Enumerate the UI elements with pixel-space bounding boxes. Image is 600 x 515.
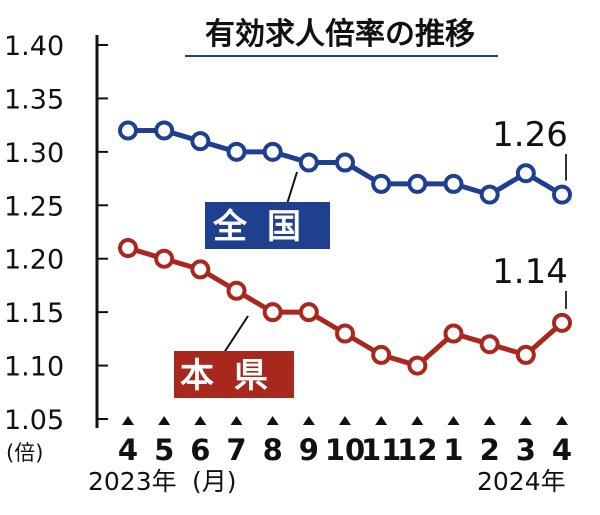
x-tick-mark bbox=[556, 416, 568, 425]
data-point bbox=[226, 280, 247, 301]
x-tick-marks bbox=[122, 416, 568, 425]
x-tick-mark bbox=[483, 416, 496, 425]
x-tick-label: 2 bbox=[480, 433, 500, 467]
x-tick-label: 9 bbox=[299, 433, 319, 467]
data-point bbox=[118, 238, 138, 259]
data-point bbox=[190, 259, 211, 280]
x-tick-mark bbox=[519, 416, 532, 425]
x-tick-label: 5 bbox=[154, 433, 174, 467]
legend-prefecture: 本県 bbox=[174, 315, 294, 398]
data-point bbox=[335, 152, 355, 173]
x-tick-label: 1 bbox=[443, 433, 463, 467]
chart-title: 有効求人倍率の推移 bbox=[205, 17, 475, 52]
y-ticks: 1.40 1.35 1.30 1.25 1.20 1.15 1.10 1.05 bbox=[4, 31, 108, 436]
data-point bbox=[154, 248, 175, 269]
x-tick-mark bbox=[339, 416, 351, 425]
data-point bbox=[479, 184, 500, 205]
callout-label: 1.26 bbox=[492, 115, 568, 155]
y-tick-label: 1.20 bbox=[4, 245, 64, 276]
x-tick-mark bbox=[230, 416, 243, 425]
year-end-label: 2024年 bbox=[477, 467, 566, 496]
legend-national-label: 全国 bbox=[212, 207, 321, 247]
callouts: 1.26 1.14 bbox=[492, 115, 568, 309]
data-point bbox=[552, 184, 572, 205]
y-tick-label: 1.05 bbox=[4, 405, 64, 436]
year-start-label: 2023年 bbox=[88, 467, 177, 496]
data-point bbox=[407, 355, 428, 376]
data-point bbox=[515, 344, 536, 365]
x-tick-label: 7 bbox=[226, 433, 246, 467]
x-tick-mark bbox=[194, 416, 207, 425]
x-tick-mark bbox=[411, 416, 424, 425]
x-tick-mark bbox=[302, 416, 315, 425]
legend-prefecture-label: 本県 bbox=[180, 356, 288, 396]
y-tick-label: 1.25 bbox=[4, 191, 64, 222]
data-point bbox=[262, 141, 283, 162]
y-tick-label: 1.40 bbox=[4, 31, 64, 62]
x-tick-label: 12 bbox=[397, 433, 437, 467]
data-point bbox=[371, 344, 392, 365]
data-point bbox=[298, 302, 319, 323]
x-tick-label: 4 bbox=[552, 433, 572, 467]
x-tick-label: 3 bbox=[516, 433, 536, 467]
series-1 bbox=[118, 238, 572, 376]
x-tick-mark bbox=[122, 416, 134, 425]
data-point bbox=[298, 152, 319, 173]
legend-national: 全国 bbox=[205, 171, 330, 249]
data-point bbox=[443, 173, 464, 194]
series-0 bbox=[118, 120, 572, 205]
data-point bbox=[226, 141, 247, 162]
data-point bbox=[190, 131, 211, 152]
y-tick-label: 1.30 bbox=[4, 138, 64, 169]
data-point bbox=[407, 173, 428, 194]
data-point bbox=[262, 302, 283, 323]
data-point bbox=[552, 312, 572, 333]
x-unit-label: (月) bbox=[192, 467, 237, 496]
legend-national-box bbox=[205, 202, 330, 249]
x-tick-mark bbox=[447, 416, 460, 425]
data-point bbox=[154, 120, 175, 141]
y-unit-label: (倍) bbox=[6, 441, 43, 465]
data-point bbox=[335, 323, 355, 344]
x-tick-label: 4 bbox=[118, 433, 138, 467]
y-tick-label: 1.10 bbox=[4, 352, 64, 383]
y-tick-label: 1.35 bbox=[4, 84, 64, 115]
legend-prefecture-box bbox=[174, 351, 294, 398]
series-layer bbox=[118, 120, 572, 376]
x-tick-mark bbox=[158, 416, 171, 425]
callout-label: 1.14 bbox=[492, 252, 568, 292]
x-tick-mark bbox=[375, 416, 388, 425]
x-tick-mark bbox=[266, 416, 279, 425]
data-point bbox=[371, 173, 392, 194]
x-tick-label: 10 bbox=[325, 433, 365, 467]
x-tick-label: 6 bbox=[190, 433, 210, 467]
y-tick-label: 1.15 bbox=[4, 298, 64, 329]
x-tick-label: 8 bbox=[263, 433, 283, 467]
x-tick-label: 11 bbox=[361, 433, 401, 467]
data-point bbox=[443, 323, 464, 344]
data-point bbox=[515, 163, 536, 184]
data-point bbox=[118, 120, 138, 141]
data-point bbox=[479, 334, 500, 355]
